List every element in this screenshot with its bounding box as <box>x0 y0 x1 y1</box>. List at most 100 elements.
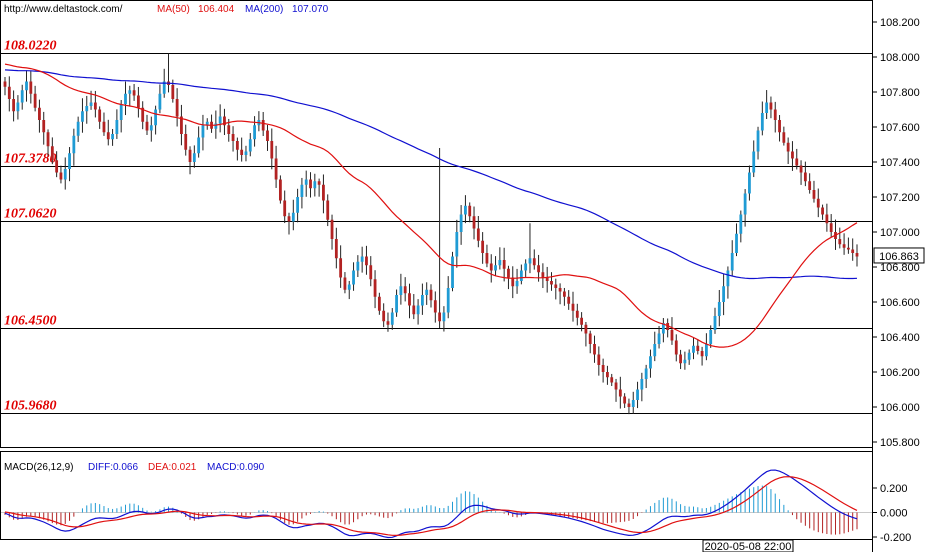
candle-body <box>704 344 708 357</box>
candle-body <box>154 109 158 126</box>
ma200-line <box>4 69 858 280</box>
candle-body <box>481 240 485 253</box>
candle-body <box>846 247 850 250</box>
candle-body <box>197 137 201 154</box>
candle-body <box>739 214 743 234</box>
candle-body <box>227 125 231 134</box>
macd-diff-value: DIFF:0.066 <box>88 462 138 473</box>
candle-body <box>601 365 605 372</box>
candle-body <box>360 256 364 262</box>
candle-body <box>494 265 497 271</box>
candle-body <box>816 198 820 208</box>
candle-body <box>842 244 846 248</box>
candle-body <box>519 270 523 281</box>
candle-body <box>33 93 37 108</box>
candle-body <box>296 197 300 213</box>
candle-body <box>253 125 256 140</box>
price-axis: 108.200 108.000 107.800 107.600 107.400 107.2… <box>872 17 920 449</box>
candle-body <box>571 303 575 311</box>
candle-body <box>623 396 627 404</box>
candle-body <box>653 344 657 357</box>
candle-body <box>132 90 136 96</box>
candle-body <box>29 81 33 94</box>
macd-tick-label: 0.200 <box>880 483 908 495</box>
candle-body <box>631 400 635 407</box>
candle-body <box>386 321 390 325</box>
candle-body <box>162 81 166 94</box>
candle-body <box>765 102 769 113</box>
candle-body <box>502 260 506 269</box>
candle-body <box>644 368 648 379</box>
candle-body <box>782 132 786 143</box>
current-price-label: 106.863 <box>879 251 919 263</box>
candle-body <box>231 134 235 141</box>
ma50-label: MA(50) <box>157 4 190 15</box>
time-label-box <box>702 539 794 552</box>
candle-body <box>85 106 89 112</box>
candle-body <box>855 253 859 257</box>
candle-body <box>102 121 106 133</box>
candle-body <box>223 116 226 126</box>
candle-body <box>313 181 317 189</box>
candle-body <box>726 270 730 287</box>
candle-body <box>618 389 622 397</box>
candle-body <box>541 272 545 278</box>
price-tick-label: 107.200 <box>880 192 920 204</box>
macd-axis: 0.200 0.000 -0.200 <box>872 483 911 544</box>
candle-body <box>334 239 338 259</box>
price-tick-label: 107.800 <box>880 87 920 99</box>
candle-body <box>489 263 493 271</box>
candle-body <box>111 134 114 140</box>
candle-body <box>696 345 700 351</box>
candle-body <box>119 104 123 120</box>
candle-body <box>171 85 175 99</box>
candle-body <box>459 214 463 232</box>
candle-body <box>235 141 239 150</box>
candle-body <box>808 181 812 190</box>
candle-body <box>627 403 631 407</box>
candle-body <box>322 184 325 201</box>
candle-body <box>416 305 420 315</box>
candle-body <box>403 286 407 294</box>
candle-body <box>511 277 515 287</box>
candle-body <box>218 116 222 124</box>
price-tick-label: 106.000 <box>880 402 920 414</box>
candle-body <box>640 379 644 390</box>
candle-body <box>476 228 480 241</box>
candle-body <box>115 120 119 134</box>
candle-body <box>145 121 149 131</box>
candle-body <box>588 333 592 344</box>
candle-body <box>81 111 84 122</box>
candle-body <box>420 295 424 306</box>
candle-body <box>304 179 308 185</box>
candle-body <box>713 316 717 330</box>
candle-body <box>184 134 188 150</box>
candle-body <box>683 359 687 364</box>
candle-body <box>838 239 842 245</box>
candle-body <box>25 81 28 91</box>
candle-body <box>528 258 532 264</box>
candle-body <box>498 260 502 266</box>
candle-body <box>657 333 661 344</box>
candle-body <box>326 200 330 220</box>
candle-body <box>825 214 829 224</box>
candle-body <box>773 109 777 120</box>
candle-body <box>347 284 351 290</box>
price-tick-label: 108.000 <box>880 52 920 64</box>
candle-body <box>412 305 416 315</box>
main-panel <box>0 0 873 448</box>
candle-body <box>851 249 855 253</box>
candle-body <box>700 351 704 357</box>
candle-body <box>649 356 652 369</box>
candle-body <box>244 151 248 155</box>
candle-body <box>717 302 721 316</box>
candle-body <box>330 219 334 239</box>
candle-body <box>270 141 274 159</box>
source-url: http://www.deltastock.com/ <box>4 4 123 15</box>
candle-body <box>670 330 674 341</box>
level-label: 107.0620 <box>4 207 57 222</box>
candle-body <box>438 312 442 322</box>
candle-body <box>442 312 446 322</box>
candle-body <box>76 121 80 136</box>
candle-body <box>390 312 394 325</box>
